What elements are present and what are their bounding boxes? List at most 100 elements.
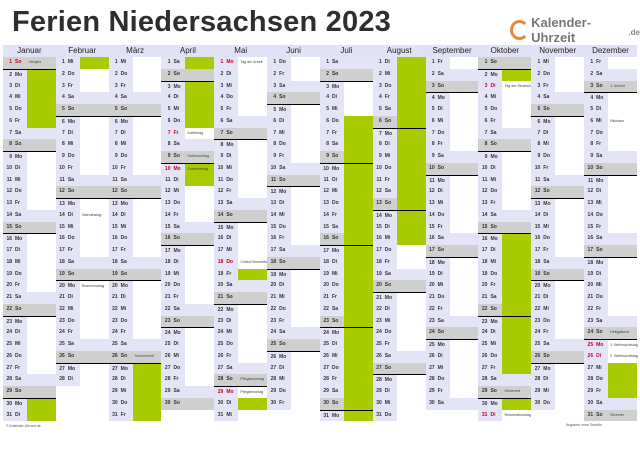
day-row[interactable]: 8 So: [3, 139, 56, 151]
day-row[interactable]: 29 Sa: [319, 386, 373, 398]
day-row[interactable]: 4 Mo: [425, 92, 479, 104]
day-row[interactable]: 11 Mo: [425, 174, 479, 187]
day-row[interactable]: 16 Di: [214, 233, 267, 245]
day-row[interactable]: 27 Mi: [584, 362, 637, 375]
day-row[interactable]: 5 Mi: [319, 104, 373, 116]
day-row[interactable]: 22 So: [3, 303, 56, 316]
day-row[interactable]: 12 Mo: [267, 186, 320, 198]
day-row[interactable]: 5 So: [55, 104, 109, 116]
day-row[interactable]: 16 Do: [108, 233, 162, 245]
day-row[interactable]: 5 Mi: [161, 104, 215, 116]
day-row[interactable]: 4 Sa: [55, 92, 109, 104]
day-row[interactable]: 2 So: [161, 68, 215, 81]
day-row[interactable]: 18 Mo: [425, 256, 479, 269]
day-row[interactable]: 5 Mo: [267, 104, 320, 116]
day-row[interactable]: 23 Sa: [425, 315, 479, 328]
day-row[interactable]: 25 Mo: [425, 339, 479, 351]
day-row[interactable]: 3 Mi: [214, 80, 267, 93]
day-row[interactable]: 2 Mi: [372, 68, 426, 81]
day-row[interactable]: 15 Sa: [319, 221, 373, 234]
day-row[interactable]: 16 Do: [55, 233, 109, 245]
day-row[interactable]: 8 Sa: [161, 139, 215, 151]
day-row[interactable]: 29 Sa: [161, 386, 215, 398]
day-row[interactable]: 11 Mo: [584, 174, 637, 187]
day-row[interactable]: 21 Mi: [267, 292, 320, 304]
day-row[interactable]: 1 Fr: [425, 57, 479, 69]
day-row[interactable]: 29 Mo Pfingstmontag: [214, 386, 268, 398]
day-row[interactable]: 7 Sa: [3, 127, 56, 140]
day-row[interactable]: 20 Sa: [214, 280, 268, 292]
day-row[interactable]: 27 Mo: [531, 362, 585, 375]
day-row[interactable]: 25 Mi: [3, 339, 56, 351]
day-row[interactable]: 22 Mo: [214, 303, 268, 316]
day-row[interactable]: 30 Do: [531, 397, 584, 410]
day-row[interactable]: 18 Di: [319, 256, 373, 269]
day-row[interactable]: 15 Mi: [531, 221, 584, 234]
day-row[interactable]: 5 Do: [478, 104, 531, 116]
day-row[interactable]: 28 Di: [55, 374, 109, 386]
day-row[interactable]: 22 Do: [267, 303, 320, 316]
day-row[interactable]: 12 Mi: [319, 186, 373, 198]
day-row[interactable]: 29 Mi: [531, 386, 584, 398]
day-row[interactable]: 13 Mo: [108, 198, 162, 210]
day-row[interactable]: 18 So: [267, 256, 320, 269]
day-row[interactable]: 22 Sa: [319, 303, 373, 316]
day-row[interactable]: 18 Mi: [3, 256, 56, 269]
day-row[interactable]: 20 Do: [319, 280, 373, 292]
day-row[interactable]: 11 Sa: [108, 174, 162, 187]
day-row[interactable]: 28 Mi: [267, 374, 320, 386]
day-row[interactable]: 15 Fr: [584, 221, 637, 234]
day-row[interactable]: 19 Di: [584, 268, 637, 281]
day-row[interactable]: 8 So: [478, 139, 532, 151]
day-row[interactable]: 12 Do: [478, 186, 531, 198]
day-row[interactable]: 3 Sa: [267, 80, 320, 93]
day-row[interactable]: 23 Mi: [372, 315, 426, 328]
day-row[interactable]: 20 Fr: [478, 280, 532, 292]
day-row[interactable]: 2 Sa: [584, 68, 637, 81]
day-row[interactable]: 29 So: [3, 386, 56, 398]
day-row[interactable]: 30 Mo: [478, 397, 532, 410]
day-row[interactable]: 4 Mi: [478, 92, 531, 104]
day-row[interactable]: 11 Sa: [55, 174, 109, 187]
day-row[interactable]: 5 So: [108, 104, 162, 116]
day-row[interactable]: 7 Di: [108, 127, 162, 140]
day-row[interactable]: 5 Do: [3, 104, 56, 116]
day-row[interactable]: 26 So: [531, 350, 585, 363]
day-row[interactable]: 2 Fr: [267, 68, 320, 81]
day-row[interactable]: 28 Sa: [478, 374, 532, 386]
day-row[interactable]: 25 Di: [161, 339, 214, 351]
day-row[interactable]: 10 So: [425, 162, 479, 175]
day-row[interactable]: 19 Fr: [214, 268, 268, 281]
day-row[interactable]: 16 Fr: [267, 233, 320, 245]
day-row[interactable]: 11 Di: [161, 174, 215, 187]
day-row[interactable]: 19 Mi: [161, 268, 214, 281]
day-row[interactable]: 15 So: [3, 221, 56, 234]
day-row[interactable]: 10 Mo Ostermontag: [161, 162, 215, 175]
day-row[interactable]: 27 Di: [267, 362, 320, 375]
day-row[interactable]: 12 Di: [584, 186, 637, 198]
day-row[interactable]: 28 Fr: [161, 374, 214, 386]
day-row[interactable]: 21 Sa: [3, 292, 56, 304]
day-row[interactable]: 6 Do: [161, 115, 215, 128]
day-row[interactable]: 18 Mi: [478, 256, 532, 269]
day-row[interactable]: 16 Sa: [584, 233, 637, 245]
logo[interactable]: Kalender-Uhrzeit .de: [510, 15, 640, 45]
day-row[interactable]: 8 Mo: [214, 139, 268, 151]
day-row[interactable]: 5 Di: [425, 104, 479, 116]
day-row[interactable]: 29 Fr: [425, 386, 479, 398]
day-row[interactable]: 22 Mi: [55, 303, 109, 316]
day-row[interactable]: 6 Mo: [531, 115, 585, 128]
day-row[interactable]: 26 Mo: [267, 350, 320, 363]
day-row[interactable]: 17 Mi: [214, 245, 267, 257]
day-row[interactable]: 9 Sa: [425, 151, 479, 163]
day-row[interactable]: 23 So: [161, 315, 215, 328]
day-row[interactable]: 6 Sa: [214, 115, 268, 128]
day-row[interactable]: 24 Fr: [55, 327, 109, 339]
day-row[interactable]: 23 Mo: [478, 315, 532, 328]
day-row[interactable]: 2 Do: [108, 68, 162, 81]
day-row[interactable]: 1 Do: [267, 57, 320, 69]
day-row[interactable]: 17 Sa: [267, 245, 320, 257]
day-row[interactable]: 15 So: [478, 221, 532, 234]
day-row[interactable]: 24 So: [425, 327, 479, 339]
day-row[interactable]: 1 So: [478, 57, 532, 69]
